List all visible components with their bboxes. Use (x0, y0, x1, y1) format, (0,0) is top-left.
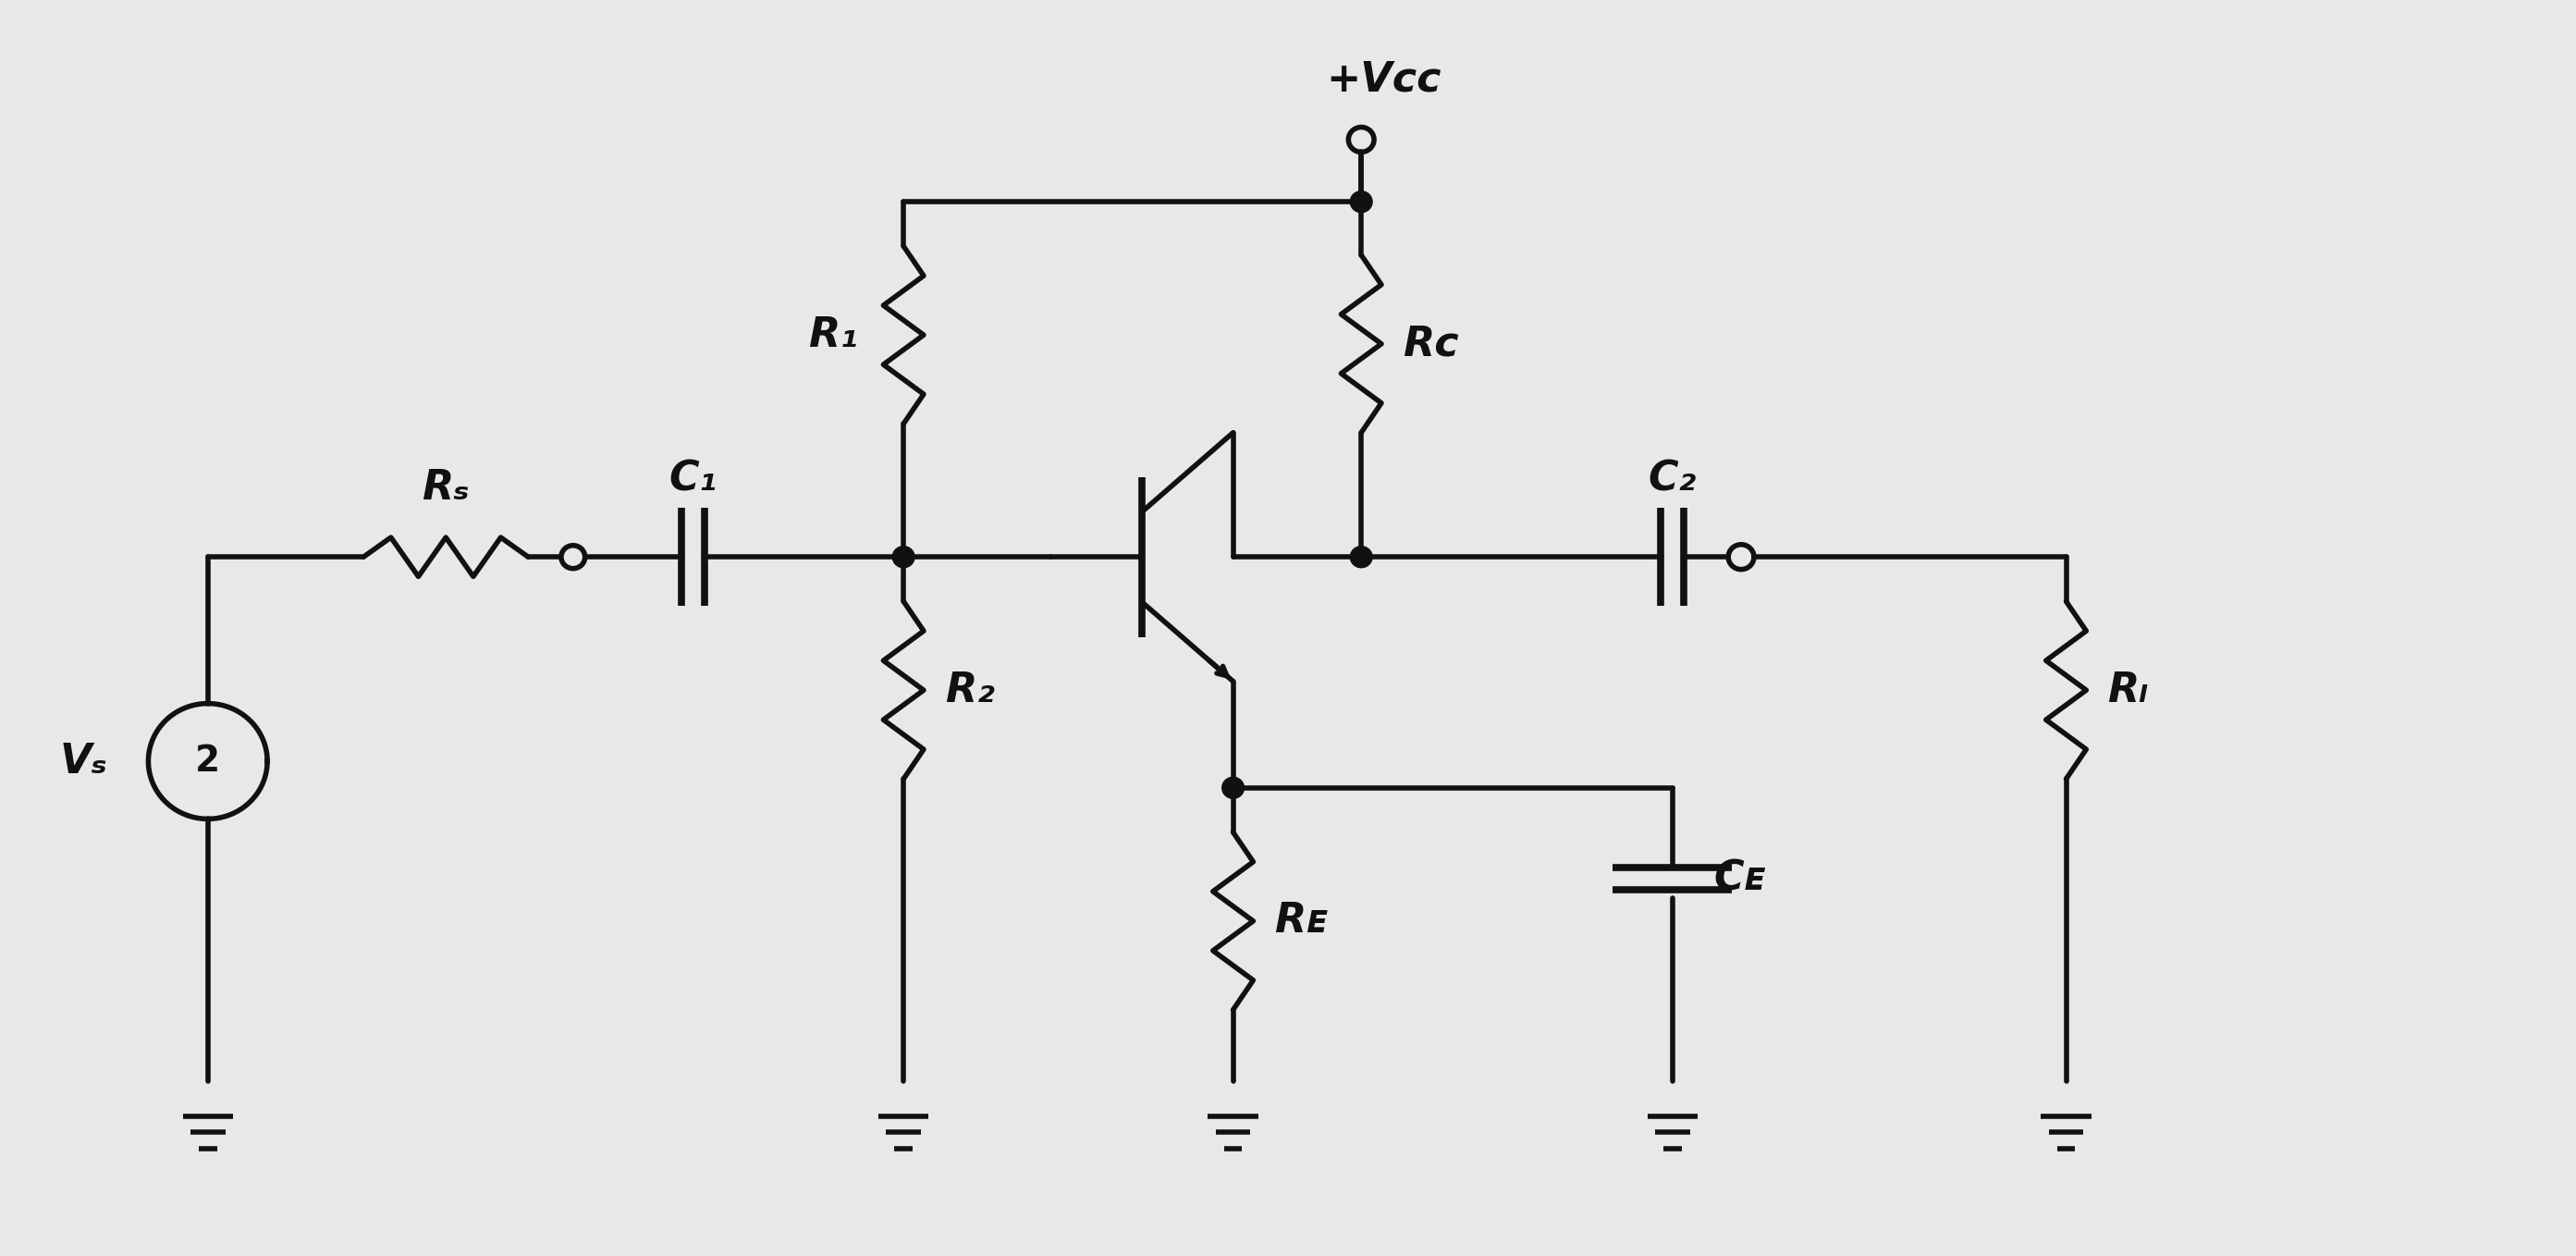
Text: R₁: R₁ (809, 315, 858, 355)
Text: +Vcc: +Vcc (1327, 60, 1443, 99)
Circle shape (1221, 777, 1244, 799)
Text: 2: 2 (196, 744, 222, 779)
Text: Vₛ: Vₛ (59, 741, 108, 781)
Text: R₂: R₂ (945, 671, 994, 710)
Circle shape (1350, 546, 1373, 568)
Text: Rᴇ: Rᴇ (1275, 901, 1329, 941)
Text: C₂: C₂ (1649, 460, 1698, 499)
Text: Rₗ: Rₗ (2107, 671, 2148, 710)
Circle shape (1350, 191, 1373, 212)
Text: Rₛ: Rₛ (422, 468, 469, 509)
Text: C₁: C₁ (670, 460, 716, 499)
Text: Rc: Rc (1401, 324, 1458, 364)
Text: Cᴇ: Cᴇ (1713, 859, 1767, 898)
Circle shape (891, 546, 914, 568)
